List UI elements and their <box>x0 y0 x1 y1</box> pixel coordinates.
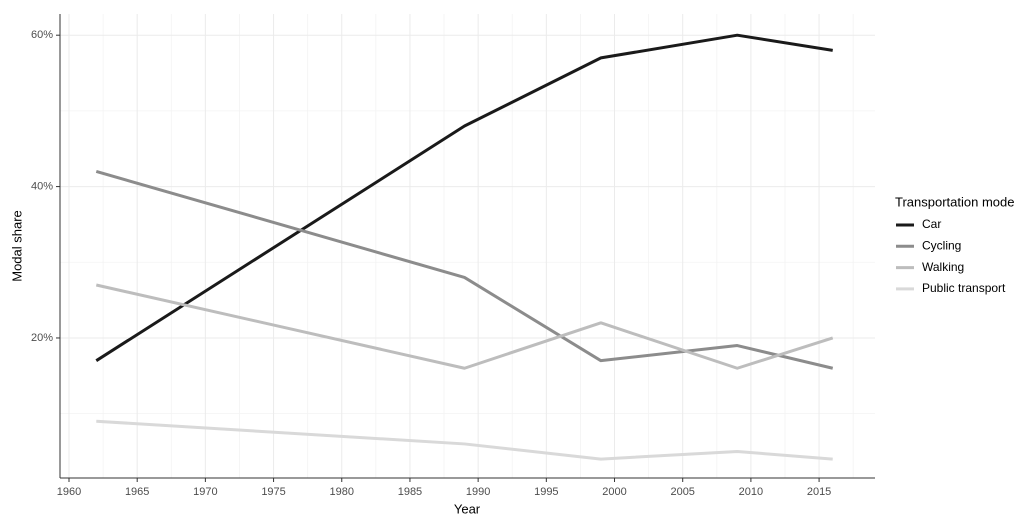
y-tick-label: 20% <box>31 332 53 344</box>
x-tick-label: 1970 <box>193 486 217 498</box>
x-axis-title: Year <box>454 501 481 516</box>
y-axis-title: Modal share <box>9 210 24 282</box>
x-tick-label: 1980 <box>330 486 354 498</box>
y-tick-label: 60% <box>31 29 53 41</box>
x-tick-label: 1965 <box>125 486 149 498</box>
series-line <box>95 33 833 362</box>
x-tick-label: 1975 <box>261 486 285 498</box>
legend-text: Walking <box>922 260 964 274</box>
x-tick-label: 1995 <box>534 486 558 498</box>
x-tick-label: 2005 <box>670 486 694 498</box>
x-tick-label: 1990 <box>466 486 490 498</box>
x-tick-label: 1985 <box>398 486 422 498</box>
legend-title: Transportation mode <box>895 194 1014 209</box>
series-line <box>95 283 834 370</box>
x-tick-label: 2015 <box>807 486 831 498</box>
x-tick-label: 2010 <box>739 486 763 498</box>
series-line <box>96 419 833 461</box>
series-line <box>95 170 834 370</box>
legend-text: Cycling <box>922 238 961 252</box>
y-tick-label: 40% <box>31 180 53 192</box>
legend-text: Car <box>922 217 941 231</box>
legend-text: Public transport <box>922 281 1006 295</box>
x-tick-label: 1960 <box>57 486 81 498</box>
x-tick-label: 2000 <box>602 486 626 498</box>
